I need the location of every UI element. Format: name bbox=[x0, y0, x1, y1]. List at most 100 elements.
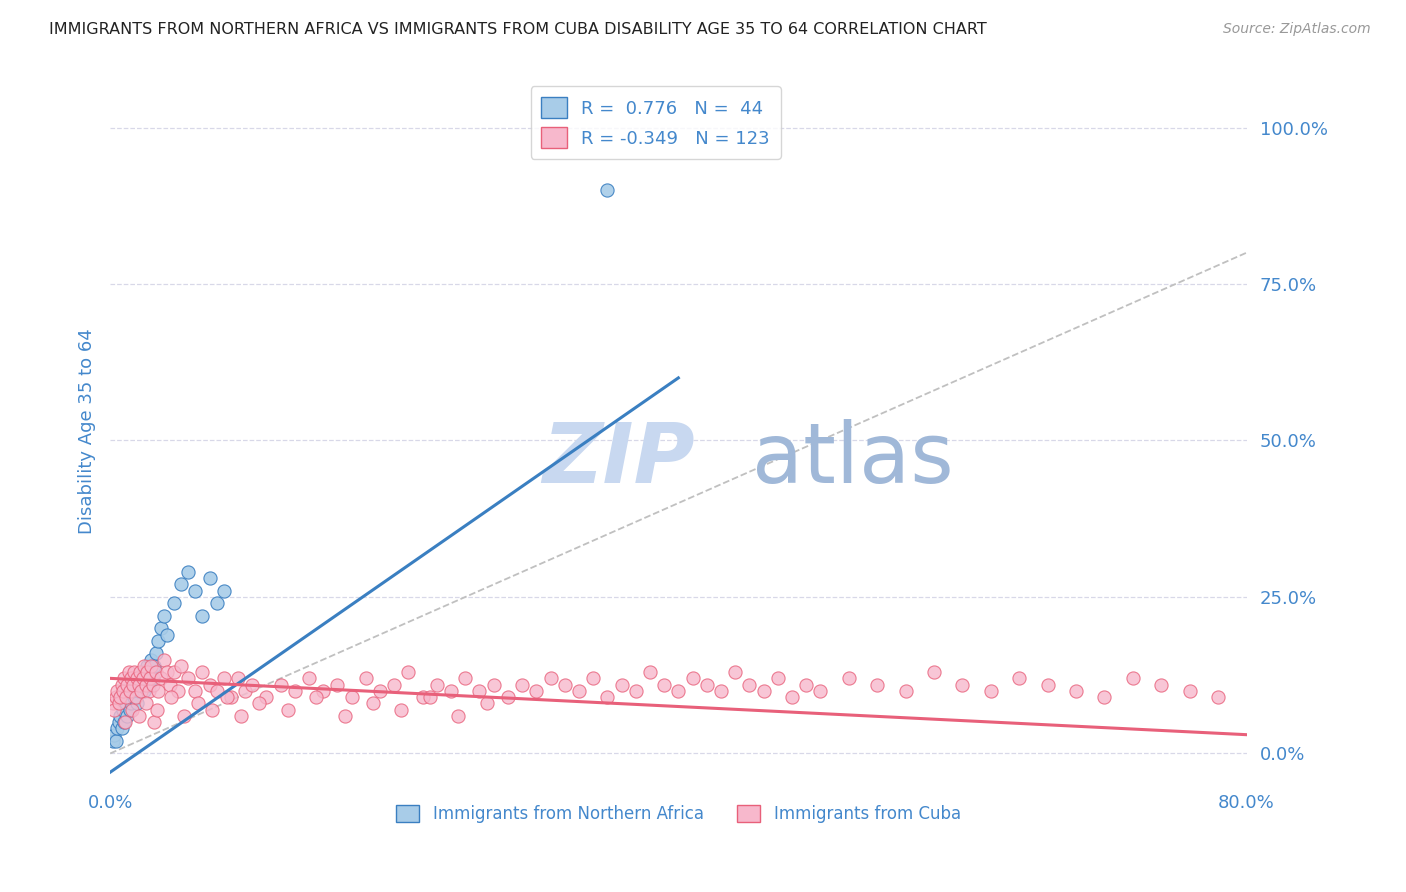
Point bbox=[475, 697, 498, 711]
Point bbox=[143, 658, 166, 673]
Point bbox=[305, 690, 328, 705]
Point bbox=[215, 690, 238, 705]
Point bbox=[150, 671, 173, 685]
Point bbox=[122, 684, 145, 698]
Point bbox=[198, 677, 221, 691]
Point bbox=[724, 665, 747, 679]
Point bbox=[1122, 671, 1144, 685]
Point bbox=[254, 690, 277, 705]
Point bbox=[1206, 690, 1229, 705]
Point bbox=[148, 633, 170, 648]
Point bbox=[114, 715, 136, 730]
Point bbox=[146, 703, 169, 717]
Point bbox=[129, 665, 152, 679]
Point bbox=[105, 722, 128, 736]
Point bbox=[277, 703, 299, 717]
Point bbox=[145, 665, 167, 679]
Point bbox=[368, 684, 391, 698]
Point bbox=[117, 665, 139, 679]
Point bbox=[124, 665, 146, 679]
Point bbox=[145, 646, 167, 660]
Point bbox=[1064, 684, 1087, 698]
Point bbox=[682, 671, 704, 685]
Point bbox=[205, 684, 228, 698]
Point bbox=[696, 677, 718, 691]
Point bbox=[187, 697, 209, 711]
Point bbox=[135, 677, 157, 691]
Point bbox=[191, 665, 214, 679]
Point bbox=[440, 684, 463, 698]
Point bbox=[163, 596, 186, 610]
Point bbox=[582, 671, 605, 685]
Point bbox=[333, 709, 356, 723]
Point bbox=[205, 596, 228, 610]
Point bbox=[153, 608, 176, 623]
Point bbox=[184, 684, 207, 698]
Text: ZIP: ZIP bbox=[541, 419, 695, 500]
Point bbox=[284, 684, 307, 698]
Point bbox=[426, 677, 449, 691]
Point bbox=[121, 703, 143, 717]
Point bbox=[524, 684, 547, 698]
Point bbox=[482, 677, 505, 691]
Point bbox=[134, 658, 156, 673]
Point bbox=[160, 690, 183, 705]
Point bbox=[136, 658, 159, 673]
Point bbox=[201, 703, 224, 717]
Point bbox=[240, 677, 263, 691]
Legend: Immigrants from Northern Africa, Immigrants from Cuba: Immigrants from Northern Africa, Immigra… bbox=[389, 798, 967, 830]
Point bbox=[135, 697, 157, 711]
Point bbox=[419, 690, 441, 705]
Point bbox=[150, 621, 173, 635]
Point bbox=[173, 709, 195, 723]
Point bbox=[128, 684, 150, 698]
Point bbox=[134, 684, 156, 698]
Point bbox=[141, 652, 163, 666]
Point bbox=[141, 658, 163, 673]
Point bbox=[117, 690, 139, 705]
Point bbox=[412, 690, 434, 705]
Point bbox=[922, 665, 945, 679]
Point bbox=[312, 684, 335, 698]
Point bbox=[226, 671, 249, 685]
Point bbox=[177, 671, 200, 685]
Point bbox=[794, 677, 817, 691]
Point bbox=[115, 709, 138, 723]
Point bbox=[170, 577, 193, 591]
Point bbox=[808, 684, 831, 698]
Point bbox=[780, 690, 803, 705]
Point bbox=[153, 652, 176, 666]
Point bbox=[104, 734, 127, 748]
Point bbox=[108, 709, 131, 723]
Point bbox=[112, 671, 135, 685]
Text: atlas: atlas bbox=[752, 419, 953, 500]
Point bbox=[233, 684, 256, 698]
Point bbox=[1036, 677, 1059, 691]
Point bbox=[247, 697, 270, 711]
Point bbox=[101, 734, 124, 748]
Point bbox=[128, 677, 150, 691]
Point bbox=[454, 671, 477, 685]
Point bbox=[554, 677, 576, 691]
Point bbox=[111, 703, 134, 717]
Point bbox=[159, 677, 181, 691]
Point bbox=[198, 571, 221, 585]
Point bbox=[652, 677, 675, 691]
Point bbox=[447, 709, 470, 723]
Point bbox=[980, 684, 1002, 698]
Point bbox=[105, 684, 128, 698]
Point bbox=[108, 690, 131, 705]
Point bbox=[139, 665, 162, 679]
Point bbox=[752, 684, 775, 698]
Point bbox=[866, 677, 889, 691]
Point bbox=[121, 697, 143, 711]
Point bbox=[838, 671, 860, 685]
Point bbox=[132, 665, 155, 679]
Text: Source: ZipAtlas.com: Source: ZipAtlas.com bbox=[1223, 22, 1371, 37]
Point bbox=[128, 709, 150, 723]
Point bbox=[170, 658, 193, 673]
Point bbox=[1094, 690, 1116, 705]
Point bbox=[624, 684, 647, 698]
Point bbox=[219, 690, 242, 705]
Point bbox=[118, 703, 141, 717]
